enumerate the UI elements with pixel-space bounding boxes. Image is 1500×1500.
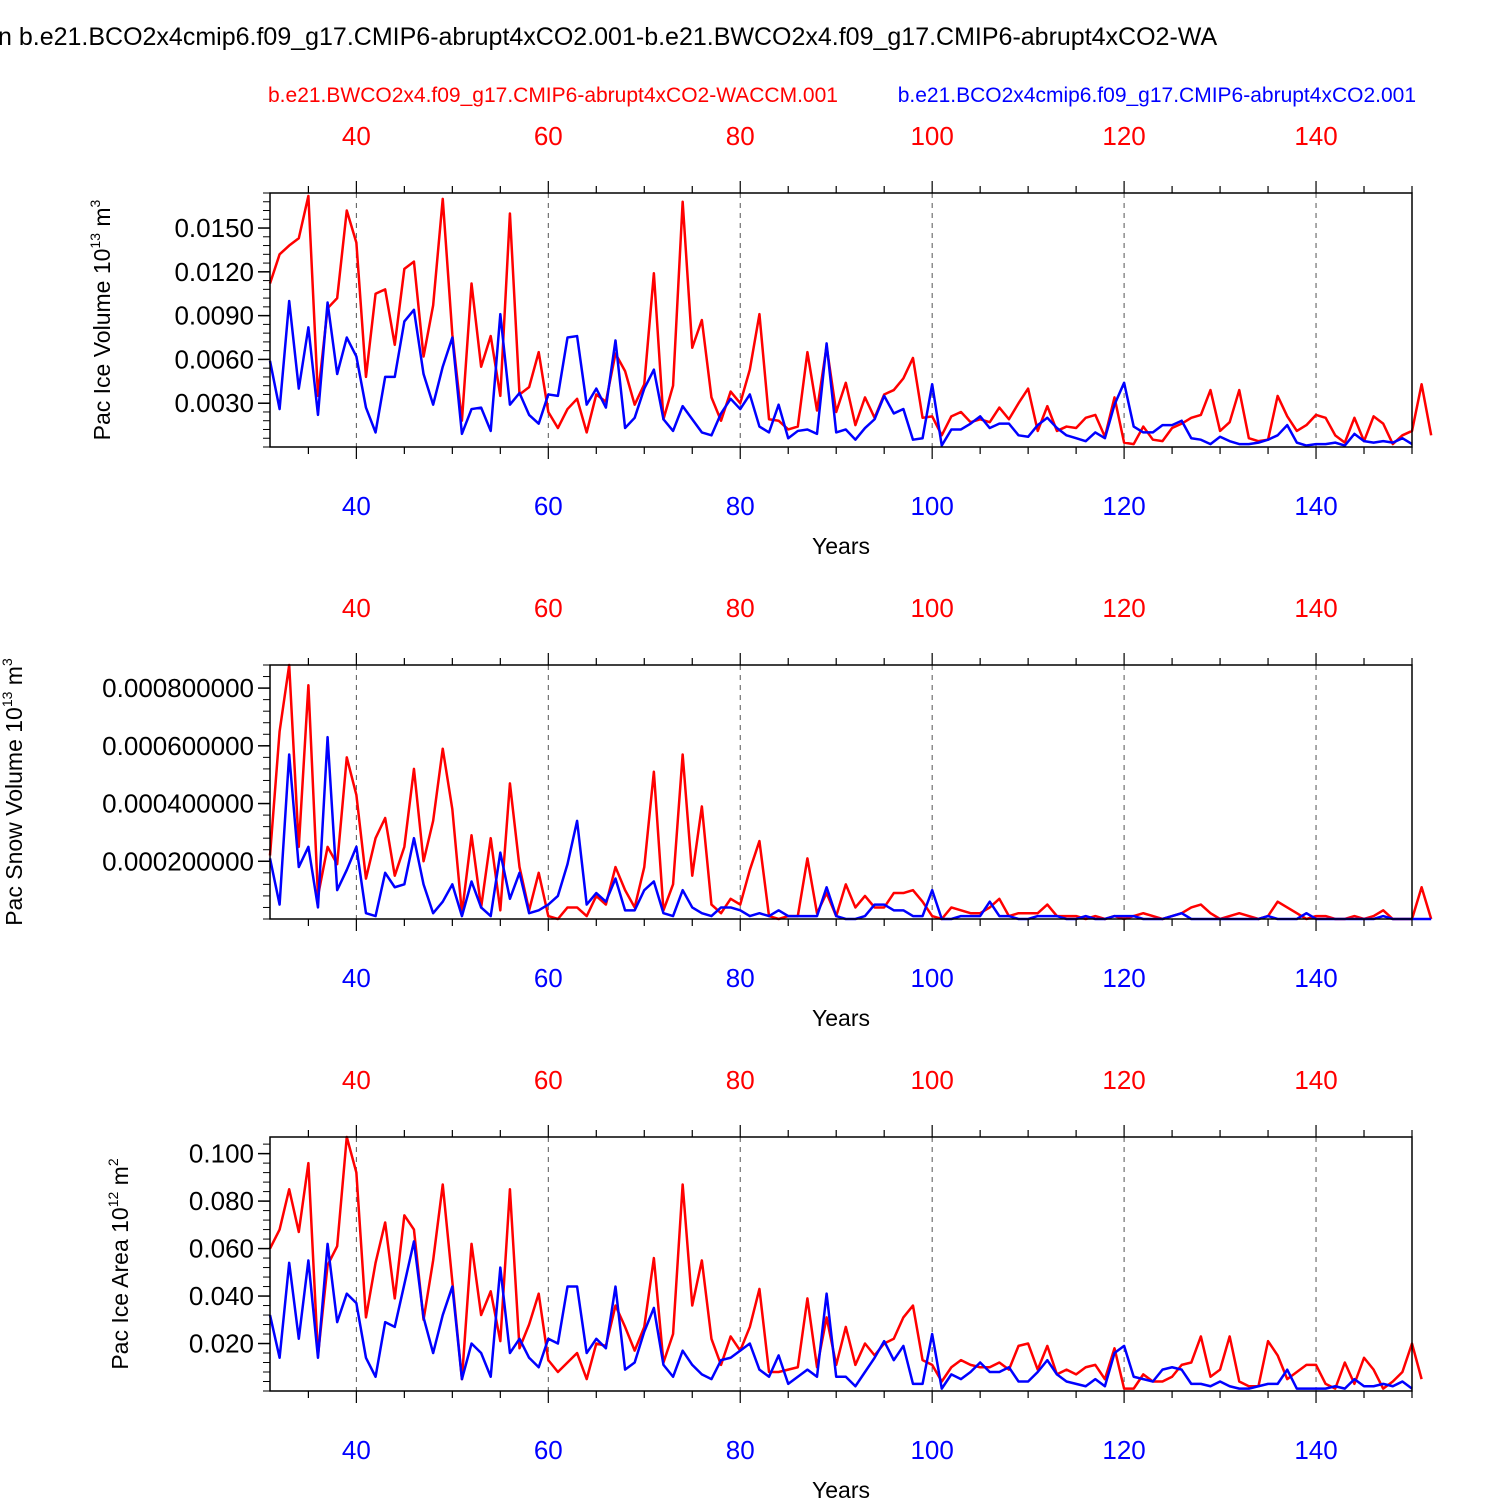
y-label-unit-power: 2 <box>105 1158 121 1166</box>
panel-3: 0.020 0.040 0.060 0.080 0.100 40 40 60 60 80 80 100… <box>105 1065 1423 1500</box>
series-red <box>268 194 1433 446</box>
figure-title: n b.e21.BCO2x4cmip6.f09_g17.CMIP6-abrupt… <box>0 23 1217 51</box>
x-axis-label: Years <box>812 1005 870 1031</box>
y-tick-label: 0.000400000 <box>102 789 254 819</box>
x-axis-label: Years <box>812 533 870 559</box>
x-axis-label: Years <box>812 1477 870 1500</box>
x-tick-label-bottom: 120 <box>1102 491 1145 521</box>
y-tick-label: 0.040 <box>189 1281 254 1311</box>
y-label-unit-power: 3 <box>87 199 103 207</box>
plot-frame <box>269 1136 1413 1392</box>
y-label-exponent: 13 <box>87 233 103 249</box>
y-tick-label: 0.000800000 <box>102 673 254 703</box>
y-label-exponent: 12 <box>105 1191 121 1207</box>
x-tick-label-top: 60 <box>534 121 563 151</box>
x-tick-label-bottom: 40 <box>342 963 371 993</box>
x-tick-label-top: 80 <box>726 1065 755 1095</box>
y-tick-label: 0.000600000 <box>102 731 254 761</box>
x-tick-label-top: 60 <box>534 1065 563 1095</box>
x-tick-label-top: 40 <box>342 121 371 151</box>
series-blue <box>268 299 1413 447</box>
y-label-unit: m <box>89 207 115 233</box>
y-label-unit: m <box>1 666 27 692</box>
x-tick-label-bottom: 100 <box>910 1435 953 1465</box>
x-tick-label-bottom: 40 <box>342 491 371 521</box>
legend-blue-label: b.e21.BCO2x4cmip6.f09_g17.CMIP6-abrupt4x… <box>898 84 1416 107</box>
x-tick-label-bottom: 100 <box>910 963 953 993</box>
y-tick-label: 0.0120 <box>174 257 254 287</box>
series-red <box>268 663 1433 921</box>
x-tick-label-top: 40 <box>342 1065 371 1095</box>
y-tick-label: 0.0090 <box>174 301 254 331</box>
x-tick-label-top: 100 <box>910 121 953 151</box>
x-tick-label-top: 140 <box>1294 593 1337 623</box>
x-tick-label-top: 80 <box>726 121 755 151</box>
x-tick-label-bottom: 80 <box>726 491 755 521</box>
plot-frame <box>269 664 1413 920</box>
series-red <box>268 1135 1423 1390</box>
y-label-unit: m <box>107 1166 133 1192</box>
panel-1: 0.0030 0.0060 0.0090 0.0120 0.0150 40 40 60 60 80… <box>87 121 1433 559</box>
y-tick-label: 0.000200000 <box>102 846 254 876</box>
x-tick-label-bottom: 100 <box>910 491 953 521</box>
x-tick-label-top: 80 <box>726 593 755 623</box>
y-tick-label: 0.020 <box>189 1329 254 1359</box>
x-tick-label-top: 40 <box>342 593 371 623</box>
y-tick-label: 0.060 <box>189 1234 254 1264</box>
x-tick-label-bottom: 140 <box>1294 963 1337 993</box>
y-label-text: Pac Snow Volume 10 <box>1 707 27 926</box>
plot-frame <box>269 192 1413 448</box>
x-tick-label-bottom: 60 <box>534 963 563 993</box>
x-tick-label-bottom: 40 <box>342 1435 371 1465</box>
x-tick-label-bottom: 60 <box>534 491 563 521</box>
y-tick-label: 0.100 <box>189 1139 254 1169</box>
y-tick-label: 0.0150 <box>174 213 254 243</box>
x-tick-label-bottom: 120 <box>1102 963 1145 993</box>
y-tick-label: 0.080 <box>189 1186 254 1216</box>
x-tick-label-top: 100 <box>910 1065 953 1095</box>
x-tick-label-top: 100 <box>910 593 953 623</box>
y-axis-label: Pac Ice Area 1012 m2 <box>105 1158 133 1370</box>
x-tick-label-bottom: 60 <box>534 1435 563 1465</box>
x-tick-label-top: 140 <box>1294 1065 1337 1095</box>
x-tick-label-bottom: 140 <box>1294 491 1337 521</box>
y-label-text: Pac Ice Volume 10 <box>89 249 115 441</box>
y-label-text: Pac Ice Area 10 <box>107 1207 133 1369</box>
panel-2: 0.000200000 0.000400000 0.000600000 0.00080… <box>0 593 1433 1031</box>
series-blue <box>268 1240 1413 1390</box>
y-tick-label: 0.0030 <box>174 388 254 418</box>
x-tick-label-bottom: 140 <box>1294 1435 1337 1465</box>
x-tick-label-bottom: 80 <box>726 1435 755 1465</box>
legend-red-label: b.e21.BWCO2x4.f09_g17.CMIP6-abrupt4xCO2-… <box>268 84 838 107</box>
x-tick-label-top: 120 <box>1102 121 1145 151</box>
x-tick-label-bottom: 80 <box>726 963 755 993</box>
x-tick-label-top: 140 <box>1294 121 1337 151</box>
x-tick-label-bottom: 120 <box>1102 1435 1145 1465</box>
y-axis-label: Pac Ice Volume 1013 m3 <box>87 199 115 440</box>
x-tick-label-top: 120 <box>1102 1065 1145 1095</box>
y-tick-label: 0.0060 <box>174 344 254 374</box>
y-axis-label: Pac Snow Volume 1013 m3 <box>0 658 27 926</box>
x-tick-label-top: 120 <box>1102 593 1145 623</box>
y-label-unit-power: 3 <box>0 658 15 666</box>
x-tick-label-top: 60 <box>534 593 563 623</box>
y-label-exponent: 13 <box>0 691 15 707</box>
